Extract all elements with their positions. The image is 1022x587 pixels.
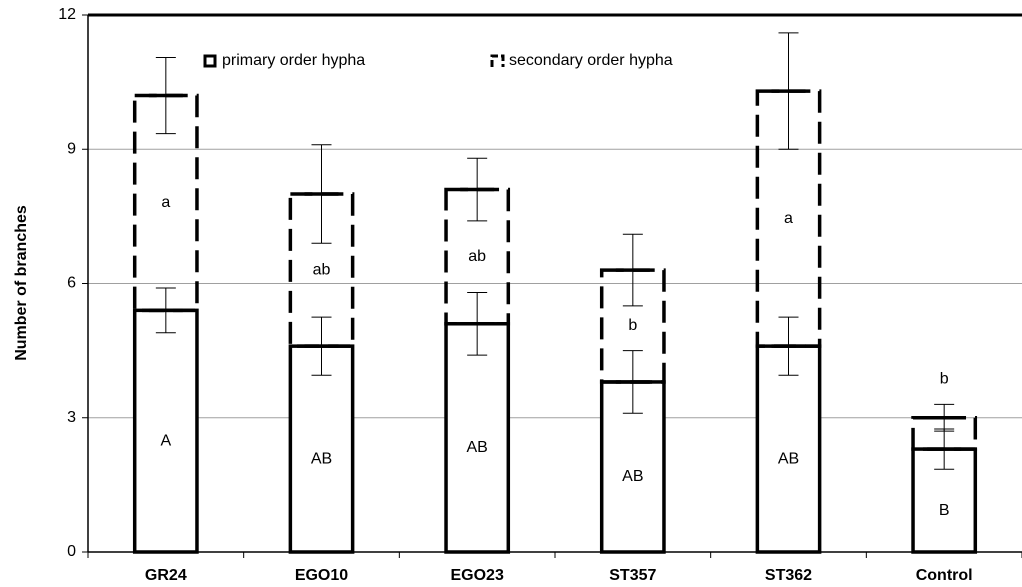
bar xyxy=(755,344,822,554)
error-bar xyxy=(155,57,176,135)
x-tick-label: ST357 xyxy=(609,567,656,584)
error-bar xyxy=(778,32,799,150)
y-tick-label: 0 xyxy=(67,543,76,560)
annotation: ab xyxy=(468,248,486,265)
annotation: ab xyxy=(313,261,331,278)
legend-swatch xyxy=(490,54,505,67)
error-bar xyxy=(467,157,488,222)
annotation: AB xyxy=(466,439,487,456)
annotation: AB xyxy=(622,468,643,485)
x-tick-label: GR24 xyxy=(145,567,187,584)
annotation: AB xyxy=(311,450,332,467)
x-tick-label: EGO10 xyxy=(295,567,348,584)
annotation: b xyxy=(940,371,949,388)
error-bar xyxy=(155,287,176,334)
annotation: AB xyxy=(778,450,799,467)
error-bar xyxy=(311,316,332,376)
x-tick-label: EGO23 xyxy=(450,567,503,584)
bar xyxy=(444,322,511,554)
annotation: a xyxy=(161,194,170,211)
y-axis-label: Number of branches xyxy=(13,205,30,361)
error-bar xyxy=(622,233,643,307)
y-tick-label: 6 xyxy=(67,275,76,292)
error-bar xyxy=(311,144,332,244)
legend-swatch xyxy=(203,54,217,68)
annotation: a xyxy=(784,210,793,227)
y-tick-label: 9 xyxy=(67,140,76,157)
annotation: A xyxy=(160,432,171,449)
y-tick-label: 12 xyxy=(58,6,76,23)
legend-label: primary order hypha xyxy=(222,52,365,69)
annotation: b xyxy=(628,317,637,334)
bar xyxy=(132,308,199,554)
x-tick-label: ST362 xyxy=(765,567,812,584)
x-tick-label: Control xyxy=(916,567,973,584)
y-tick-label: 3 xyxy=(67,409,76,426)
annotation: B xyxy=(939,502,950,519)
legend-label: secondary order hypha xyxy=(509,52,673,69)
bar xyxy=(288,344,355,554)
error-bar xyxy=(934,403,955,432)
